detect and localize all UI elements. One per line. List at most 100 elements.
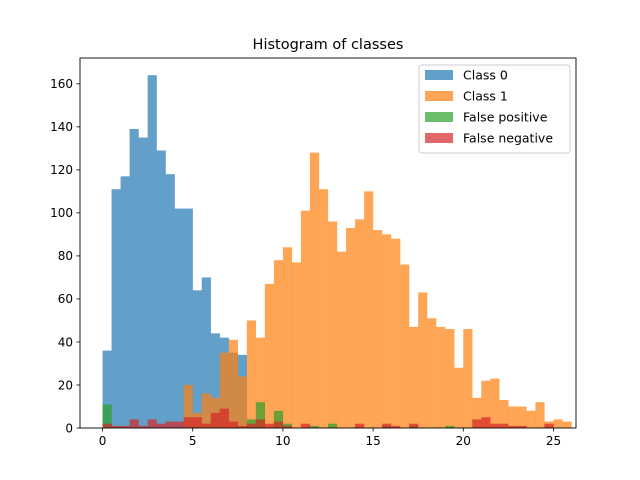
bars-layer bbox=[102, 75, 572, 429]
bar-series-3-bin-43 bbox=[490, 423, 500, 428]
bar-series-0-bin-9 bbox=[183, 208, 193, 428]
bar-series-1-bin-26 bbox=[418, 292, 428, 428]
bar-series-3-bin-1 bbox=[111, 425, 121, 428]
bar-series-1-bin-39 bbox=[535, 402, 545, 428]
bar-series-1-bin-27 bbox=[427, 318, 437, 428]
bar-series-3-bin-19 bbox=[273, 421, 284, 428]
bar-series-0-bin-5 bbox=[147, 75, 157, 429]
y-tick-label: 60 bbox=[58, 292, 73, 306]
bar-series-1-bin-4 bbox=[219, 352, 229, 428]
bar-series-2-bin-38 bbox=[445, 425, 455, 428]
x-tick-label: 25 bbox=[546, 434, 561, 448]
bar-series-3-bin-10 bbox=[192, 417, 202, 428]
legend: Class 0 Class 1 False positive False negati… bbox=[418, 64, 571, 154]
bar-series-1-bin-41 bbox=[553, 419, 563, 428]
x-tick-label: 0 bbox=[99, 434, 107, 448]
bar-series-1-bin-8 bbox=[255, 337, 266, 428]
bar-series-1-bin-23 bbox=[391, 238, 401, 428]
legend-swatch bbox=[425, 91, 453, 101]
bar-series-3-bin-5 bbox=[147, 419, 157, 428]
x-tick-label: 10 bbox=[275, 434, 290, 448]
bar-series-1-bin-30 bbox=[454, 367, 464, 428]
bar-series-1-bin-17 bbox=[337, 251, 347, 428]
y-tick-label: 80 bbox=[58, 249, 73, 263]
bar-series-2-bin-19 bbox=[273, 410, 284, 428]
x-tick-label: 15 bbox=[365, 434, 380, 448]
bar-series-3-bin-49 bbox=[544, 423, 554, 428]
bar-series-3-bin-44 bbox=[499, 423, 509, 428]
bar-series-1-bin-13 bbox=[300, 210, 311, 428]
bar-series-0-bin-4 bbox=[138, 137, 148, 428]
bar-series-1-bin-19 bbox=[355, 219, 365, 428]
legend-swatch bbox=[425, 133, 453, 143]
bar-series-2-bin-25 bbox=[328, 423, 338, 428]
ticks-layer: 0 5 10 15 20 25 0 20 40 60 80 100 120 140 160 bbox=[50, 77, 561, 448]
bar-series-3-bin-0 bbox=[102, 423, 112, 428]
bar-series-1-bin-22 bbox=[382, 234, 392, 428]
bar-series-1-bin-35 bbox=[499, 400, 509, 428]
y-tick-label: 0 bbox=[65, 421, 73, 435]
axes-frame bbox=[79, 57, 577, 429]
bar-series-3-bin-11 bbox=[201, 423, 211, 428]
legend-box bbox=[418, 64, 571, 154]
legend-label: False positive bbox=[463, 110, 548, 125]
bar-series-1-bin-5 bbox=[228, 339, 238, 428]
bar-series-3-bin-20 bbox=[282, 425, 293, 428]
bar-series-3-bin-34 bbox=[409, 423, 419, 428]
legend-label: Class 0 bbox=[463, 68, 508, 83]
bar-series-1-bin-20 bbox=[364, 191, 374, 428]
bar-series-0-bin-2 bbox=[120, 176, 130, 428]
bar-series-1-bin-14 bbox=[309, 152, 320, 428]
bar-series-3-bin-2 bbox=[120, 425, 130, 428]
bar-series-3-bin-46 bbox=[517, 425, 527, 428]
bar-series-3-bin-31 bbox=[382, 423, 392, 428]
bar-series-1-bin-7 bbox=[246, 320, 257, 428]
bar-series-1-bin-28 bbox=[436, 326, 446, 428]
bar-series-1-bin-15 bbox=[318, 189, 329, 428]
bar-series-3-bin-22 bbox=[300, 423, 311, 428]
bar-series-0-bin-3 bbox=[129, 128, 139, 429]
bar-series-1-bin-21 bbox=[373, 230, 383, 428]
bar-series-0-bin-0 bbox=[102, 350, 112, 428]
bar-series-3-bin-14 bbox=[228, 421, 238, 428]
y-tick-label: 20 bbox=[58, 378, 73, 392]
bar-series-3-bin-28 bbox=[355, 423, 365, 428]
bar-series-1-bin-18 bbox=[346, 227, 356, 428]
y-tick-label: 140 bbox=[50, 120, 73, 134]
bar-series-1-bin-36 bbox=[508, 406, 518, 428]
bar-series-1-bin-11 bbox=[282, 247, 293, 428]
bar-series-1-bin-34 bbox=[490, 378, 500, 428]
bar-series-3-bin-15 bbox=[237, 425, 247, 428]
bar-series-1-bin-12 bbox=[291, 262, 302, 428]
chart-title: Histogram of classes bbox=[253, 37, 404, 53]
bar-series-0-bin-12 bbox=[210, 333, 220, 428]
bar-series-3-bin-16 bbox=[246, 423, 257, 428]
bar-series-3-bin-41 bbox=[472, 419, 482, 428]
bar-series-3-bin-12 bbox=[210, 412, 220, 428]
y-tick-label: 100 bbox=[50, 206, 73, 220]
bar-series-0-bin-1 bbox=[111, 189, 121, 428]
bar-series-3-bin-45 bbox=[508, 425, 518, 428]
y-tick-label: 120 bbox=[50, 163, 73, 177]
bar-series-3-bin-4 bbox=[138, 425, 148, 428]
bar-series-1-bin-25 bbox=[409, 326, 419, 428]
x-tick-label: 20 bbox=[456, 434, 471, 448]
bar-series-2-bin-0 bbox=[102, 404, 112, 428]
bar-series-1-bin-0 bbox=[183, 384, 193, 428]
bar-series-1-bin-32 bbox=[472, 397, 482, 428]
bar-series-3-bin-17 bbox=[255, 419, 266, 428]
bar-series-1-bin-33 bbox=[481, 380, 491, 428]
bar-series-1-bin-29 bbox=[445, 329, 455, 428]
bar-series-3-bin-32 bbox=[391, 425, 401, 428]
bar-series-3-bin-13 bbox=[219, 408, 229, 428]
bar-series-1-bin-2 bbox=[201, 393, 211, 428]
bar-series-0-bin-11 bbox=[201, 277, 211, 428]
bar-series-1-bin-9 bbox=[264, 283, 275, 428]
bar-series-0-bin-10 bbox=[192, 290, 202, 428]
x-tick-label: 5 bbox=[189, 434, 197, 448]
y-tick-label: 40 bbox=[58, 335, 73, 349]
bar-series-1-bin-38 bbox=[526, 410, 536, 428]
bar-series-2-bin-23 bbox=[309, 425, 320, 428]
bar-series-1-bin-10 bbox=[273, 260, 284, 428]
bar-series-3-bin-9 bbox=[183, 417, 193, 428]
